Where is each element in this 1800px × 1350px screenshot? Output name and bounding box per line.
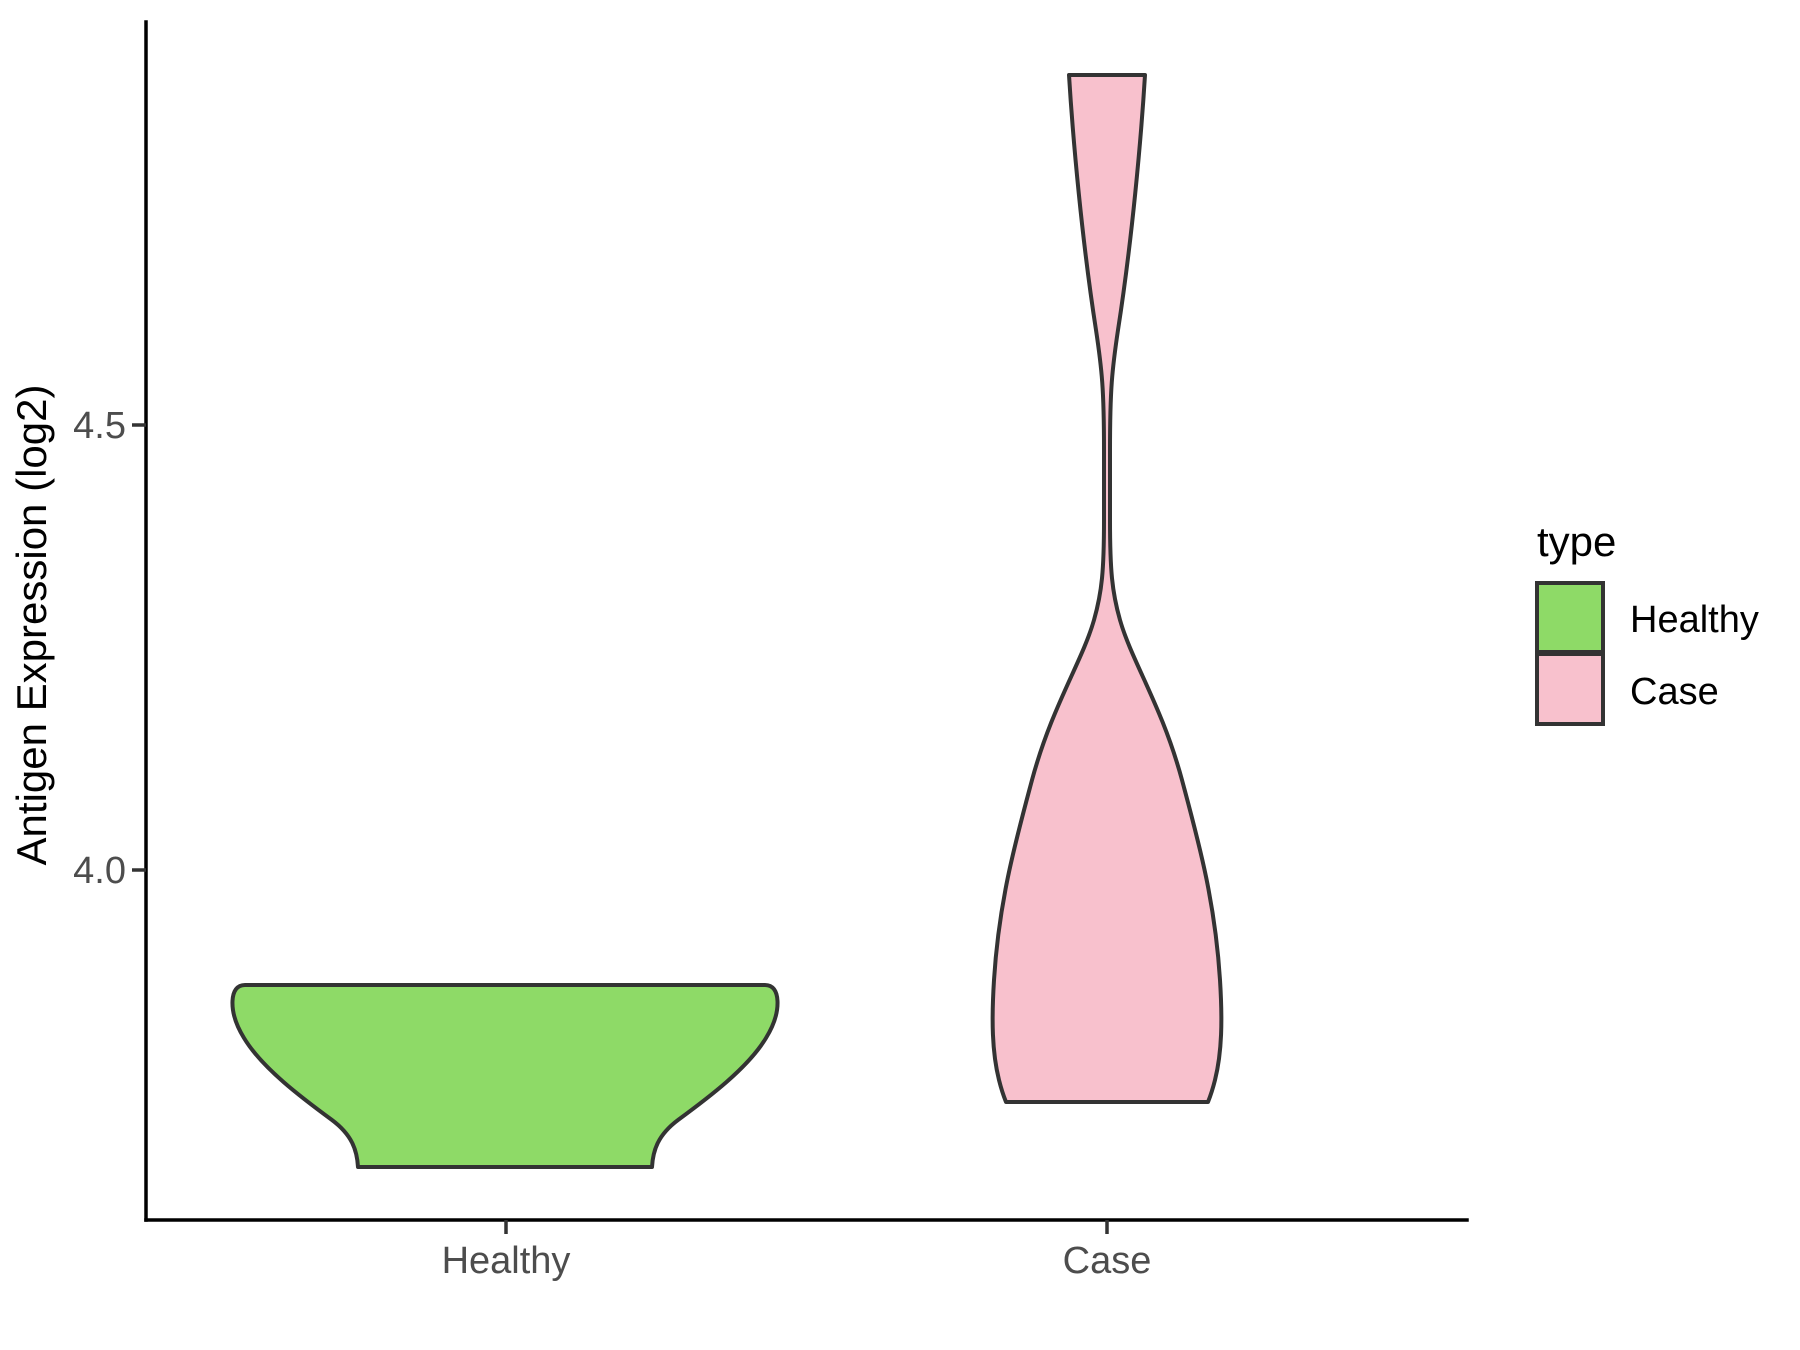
y-axis-title: Antigen Expression (log2): [8, 385, 55, 866]
legend-title: type: [1537, 518, 1616, 565]
violin-case: [990, 73, 1224, 1104]
legend-swatch-healthy: [1535, 581, 1605, 654]
legend-swatch-case: [1535, 652, 1605, 726]
legend-label-case: Case: [1630, 671, 1719, 713]
y-tick-label-4-5: 4.5: [73, 405, 126, 447]
legend: type Healthy Case: [1535, 518, 1759, 726]
y-tick-label-4-0: 4.0: [73, 850, 126, 892]
legend-label-healthy: Healthy: [1630, 599, 1759, 641]
x-tick-label-case: Case: [1063, 1240, 1152, 1282]
violin-healthy: [230, 983, 780, 1169]
x-tick-label-healthy: Healthy: [442, 1240, 571, 1282]
